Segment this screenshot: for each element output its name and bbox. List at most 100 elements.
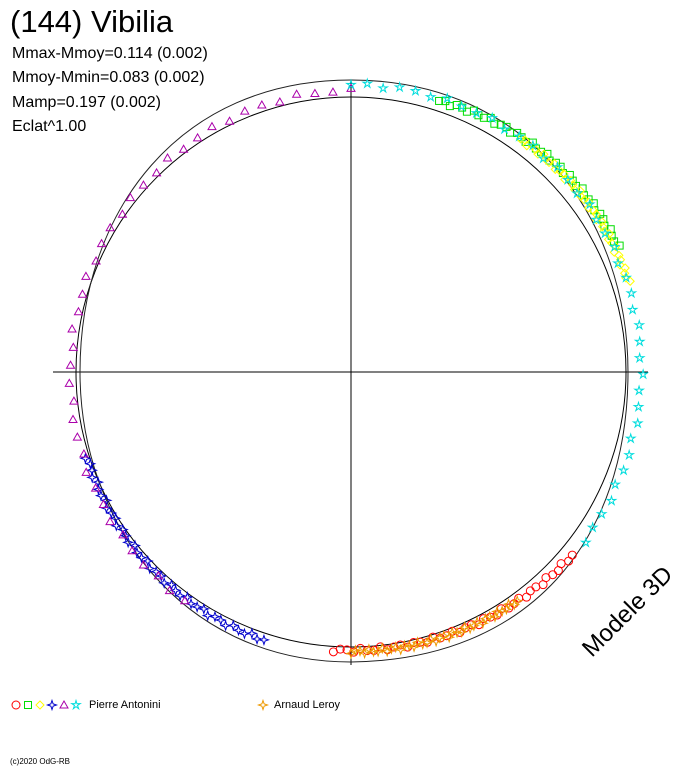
data-point xyxy=(588,205,599,216)
data-point xyxy=(385,642,398,655)
data-point xyxy=(135,551,148,564)
data-point xyxy=(567,550,577,560)
data-point xyxy=(424,632,437,646)
data-point xyxy=(633,351,646,364)
data-point xyxy=(250,632,264,646)
legend-markers xyxy=(11,698,270,712)
data-point xyxy=(105,506,118,520)
data-point xyxy=(533,149,543,159)
data-point xyxy=(539,149,549,159)
legend-marker-triangle xyxy=(59,699,69,709)
data-point xyxy=(625,286,638,299)
data-point xyxy=(409,84,422,97)
data-point xyxy=(344,647,358,660)
data-point xyxy=(443,631,456,644)
data-point xyxy=(127,545,137,555)
data-point xyxy=(367,645,380,658)
data-point xyxy=(632,400,645,412)
data-point xyxy=(141,554,154,568)
data-point xyxy=(138,560,149,569)
data-point xyxy=(591,209,601,219)
data-point xyxy=(151,167,162,177)
data-point xyxy=(623,448,636,461)
data-point xyxy=(310,88,320,98)
data-point xyxy=(291,89,302,98)
data-point xyxy=(389,642,399,652)
data-point xyxy=(155,569,168,583)
data-point xyxy=(67,323,77,333)
legend-marker-square xyxy=(24,701,32,709)
data-point xyxy=(122,536,135,549)
data-point xyxy=(162,153,173,162)
data-point xyxy=(550,164,560,175)
data-point xyxy=(381,645,394,658)
data-point xyxy=(164,585,175,595)
data-point xyxy=(609,478,622,490)
data-point xyxy=(619,268,630,278)
data-point xyxy=(219,619,232,632)
data-point xyxy=(77,289,88,298)
model-curve xyxy=(79,79,629,663)
data-point xyxy=(479,614,489,624)
data-point xyxy=(153,570,164,580)
data-point xyxy=(626,303,639,315)
data-point xyxy=(239,106,250,115)
data-point xyxy=(245,627,258,640)
data-point xyxy=(192,132,203,142)
data-point xyxy=(578,184,587,193)
data-point xyxy=(565,175,576,186)
data-point xyxy=(105,222,116,232)
data-point xyxy=(430,635,443,648)
data-point xyxy=(85,464,99,477)
data-point xyxy=(96,238,107,248)
data-point xyxy=(91,476,105,489)
data-point xyxy=(520,135,530,145)
data-point xyxy=(79,449,89,458)
data-point xyxy=(605,494,618,506)
data-point xyxy=(608,240,621,252)
data-point xyxy=(537,152,550,164)
data-point xyxy=(358,647,371,660)
data-point xyxy=(599,227,611,239)
legend-marker-star5 xyxy=(70,698,82,711)
data-point xyxy=(624,432,637,444)
data-point xyxy=(84,457,97,470)
data-point xyxy=(128,539,142,552)
data-point xyxy=(441,92,454,104)
data-point xyxy=(437,629,450,642)
data-point xyxy=(553,566,563,576)
data-point xyxy=(197,602,210,615)
data-point xyxy=(257,633,271,646)
data-point xyxy=(483,610,496,623)
data-point xyxy=(544,157,554,168)
data-point xyxy=(579,195,589,205)
copyright-text: (c)2020 OdG-RB xyxy=(10,757,71,766)
data-point xyxy=(81,271,91,280)
data-point xyxy=(73,306,84,316)
data-point xyxy=(586,521,599,533)
data-point xyxy=(561,173,574,185)
data-point xyxy=(68,342,79,351)
data-point xyxy=(530,144,541,155)
data-point xyxy=(500,603,513,616)
data-point xyxy=(595,507,608,520)
data-point xyxy=(571,187,584,199)
data-point xyxy=(109,512,122,525)
data-point xyxy=(362,643,375,656)
data-point xyxy=(583,198,596,210)
legend-label-antonini: Pierre Antonini xyxy=(89,699,161,711)
data-point xyxy=(98,499,109,509)
data-point xyxy=(345,78,357,90)
data-point xyxy=(238,627,251,640)
data-point xyxy=(598,221,608,232)
data-point xyxy=(207,121,217,131)
data-point xyxy=(256,99,267,109)
data-point xyxy=(615,260,625,270)
data-point xyxy=(349,644,362,657)
data-point xyxy=(637,368,650,380)
data-point xyxy=(169,584,182,597)
data-point xyxy=(376,642,389,655)
data-point xyxy=(435,96,444,105)
data-point xyxy=(559,169,569,179)
data-point xyxy=(579,536,592,548)
